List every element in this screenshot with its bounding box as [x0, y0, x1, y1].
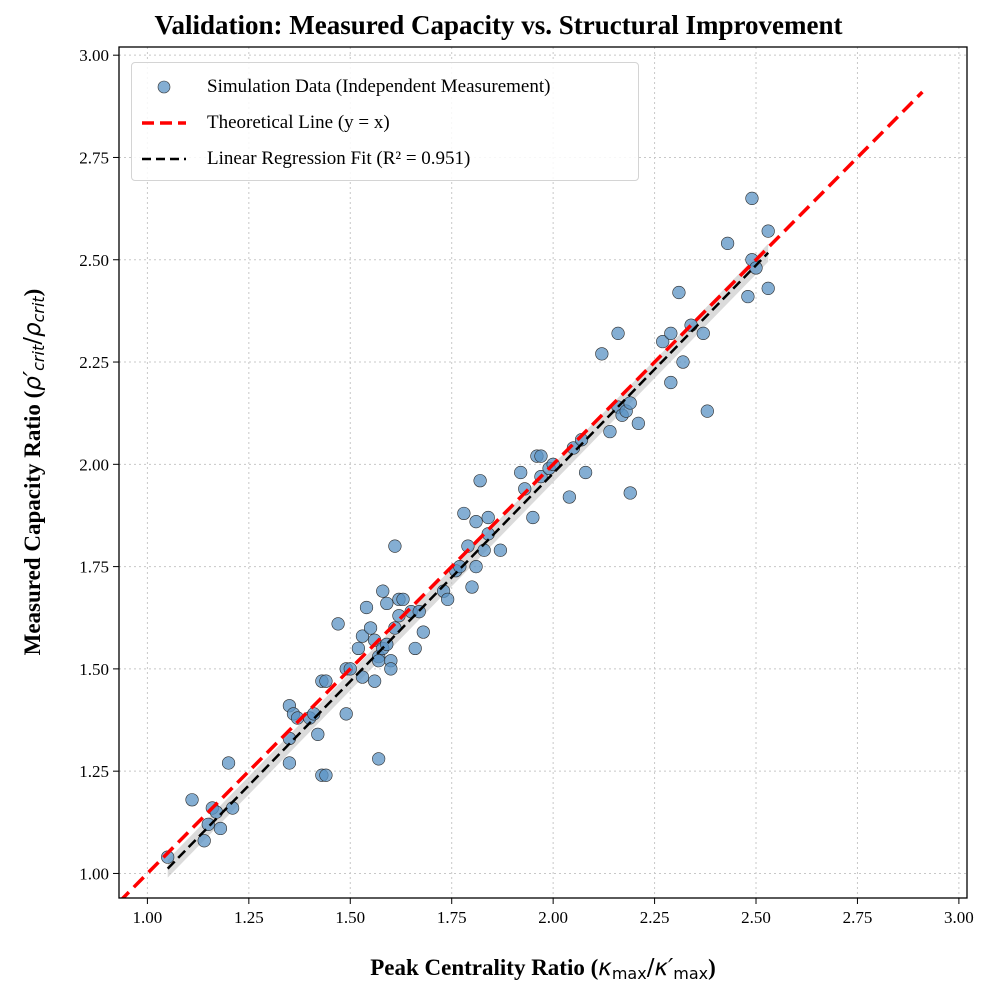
y-tick-label: 2.75: [79, 148, 109, 167]
data-point: [363, 621, 378, 635]
x-tick-label: 1.75: [437, 908, 467, 927]
y-tick-label: 2.50: [79, 251, 109, 270]
scatter-points: [161, 191, 775, 864]
legend-item-scatter: Simulation Data (Independent Measurement…: [132, 73, 638, 101]
data-point: [579, 465, 593, 480]
data-point: [465, 580, 479, 594]
y-axis-label: Measured Capacity Ratio (ρ′crit/ρcrit): [20, 289, 48, 656]
data-point: [213, 821, 228, 836]
y-tick-label: 1.50: [79, 660, 109, 679]
legend-black-dash-icon: [142, 157, 186, 161]
data-point: [514, 465, 528, 480]
data-point: [623, 396, 637, 410]
lines: [120, 90, 924, 898]
y-tick-label: 2.00: [79, 455, 109, 474]
legend-item-fit: Linear Regression Fit (R² = 0.951): [132, 145, 638, 173]
y-tick-label: 3.00: [79, 46, 109, 65]
data-point: [282, 756, 297, 770]
y-tick-label: 1.25: [79, 762, 109, 781]
data-point: [457, 506, 471, 521]
x-tick-label: 2.25: [640, 908, 670, 927]
data-point: [761, 281, 775, 295]
data-point: [745, 191, 759, 205]
x-tick-label: 1.00: [133, 908, 163, 927]
data-point: [664, 326, 678, 340]
data-point: [631, 416, 645, 431]
data-point: [201, 817, 215, 831]
data-point: [388, 539, 402, 553]
data-point: [534, 449, 548, 463]
plot-frame: [118, 46, 968, 899]
data-point: [469, 560, 483, 574]
data-point: [416, 625, 430, 639]
data-point: [700, 404, 714, 418]
data-point: [359, 600, 374, 615]
axis-ticks: 1.00 1.25 1.50 1.75 2.00 2.25 2.50 2.75 3.00 1.00…: [79, 46, 974, 927]
data-point: [741, 289, 755, 304]
legend-item-theory: Theoretical Line (y = x): [132, 109, 638, 137]
data-point: [380, 596, 394, 611]
x-tick-label: 1.50: [335, 908, 365, 927]
x-tick-label: 1.25: [234, 908, 264, 927]
data-point: [319, 674, 333, 688]
data-point: [441, 592, 455, 606]
legend-label-theory: Theoretical Line (y = x): [207, 112, 390, 133]
x-tick-label: 2.00: [538, 908, 568, 927]
regression-fit-line: [166, 251, 770, 870]
chart-title: Validation: Measured Capacity vs. Struct…: [154, 10, 843, 40]
data-point: [384, 662, 398, 676]
legend-marker-icon: [157, 80, 171, 94]
data-point: [319, 768, 333, 782]
data-point: [311, 727, 325, 741]
data-point: [376, 584, 390, 598]
y-tick-label: 2.25: [79, 353, 109, 372]
legend-red-dash-icon: [142, 121, 186, 125]
data-point: [623, 486, 637, 500]
data-point: [603, 424, 617, 439]
data-point: [372, 752, 386, 766]
legend: Simulation Data (Independent Measurement…: [131, 62, 639, 181]
data-point: [526, 510, 540, 525]
data-point: [185, 793, 199, 807]
data-point: [672, 285, 686, 300]
data-point: [331, 617, 345, 631]
data-point: [595, 347, 609, 361]
legend-label-fit: Linear Regression Fit (R² = 0.951): [207, 148, 471, 169]
theoretical-line: [120, 90, 924, 898]
x-tick-label: 2.50: [741, 908, 771, 927]
data-point: [453, 560, 467, 574]
data-point: [355, 670, 370, 684]
data-point: [611, 326, 625, 340]
x-axis-label: Peak Centrality Ratio (κmax/κ′max): [370, 955, 716, 983]
data-point: [761, 224, 775, 238]
x-tick-label: 2.75: [843, 908, 873, 927]
y-tick-label: 1.00: [79, 864, 109, 883]
data-point: [562, 490, 576, 504]
data-point: [656, 334, 670, 349]
y-tick-label: 1.75: [79, 558, 109, 577]
data-point: [721, 236, 735, 250]
data-point: [469, 514, 483, 529]
data-point: [197, 834, 211, 848]
data-point: [372, 654, 386, 668]
data-point: [493, 543, 507, 557]
data-point: [396, 592, 410, 606]
data-point: [351, 641, 365, 656]
data-point: [368, 674, 382, 688]
data-point: [664, 375, 678, 390]
data-point: [481, 510, 495, 525]
data-point: [355, 629, 370, 643]
data-point: [221, 756, 236, 770]
data-point: [339, 707, 353, 721]
data-point: [473, 474, 487, 488]
data-point: [676, 355, 690, 369]
data-point: [408, 641, 422, 656]
data-point: [696, 326, 710, 340]
x-tick-label: 3.00: [944, 908, 974, 927]
legend-label-scatter: Simulation Data (Independent Measurement…: [207, 76, 551, 97]
